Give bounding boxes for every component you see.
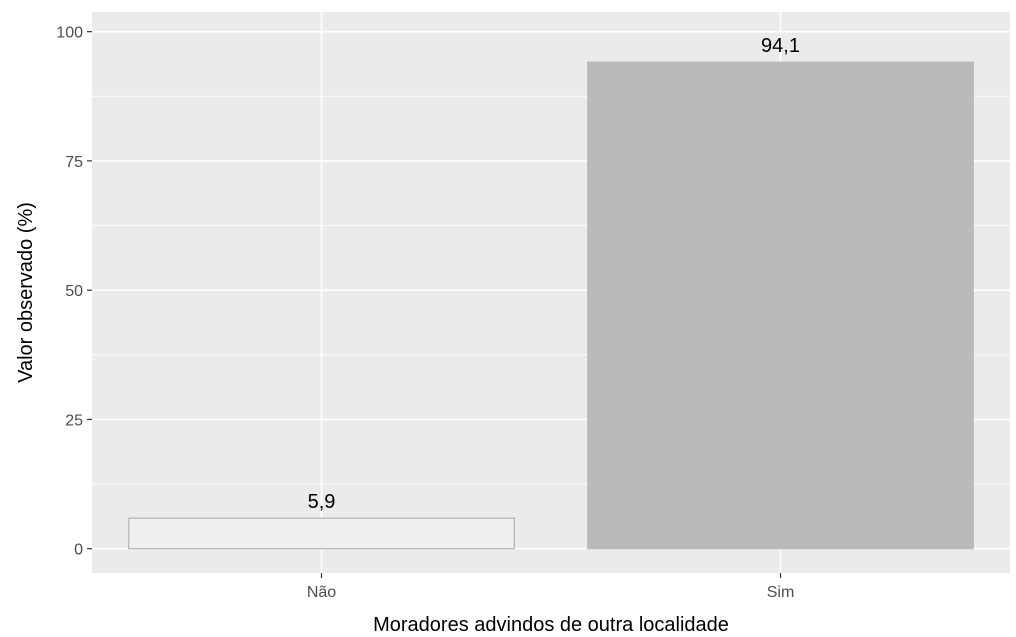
bars [128,61,974,550]
x-axis-title: Moradores advindos de outra localidade [373,614,729,636]
bar-sim [587,61,974,550]
y-tick-label: 25 [65,412,83,429]
y-tick-label: 100 [56,25,83,42]
y-tick-label: 50 [65,283,83,300]
bar-não [128,517,515,550]
data-labels: 5,9 94,1 [308,35,800,513]
data-label: 94,1 [761,35,800,57]
y-tick-label: 0 [74,542,83,559]
y-tick-label: 75 [65,154,83,171]
x-axis: Não Sim [307,573,794,601]
y-axis-title: Valor observado (%) [15,202,37,383]
x-tick-label: Sim [767,584,795,601]
data-label: 5,9 [308,491,336,513]
x-tick-label: Não [307,584,336,601]
y-axis: 0 25 50 75 100 [56,25,92,559]
